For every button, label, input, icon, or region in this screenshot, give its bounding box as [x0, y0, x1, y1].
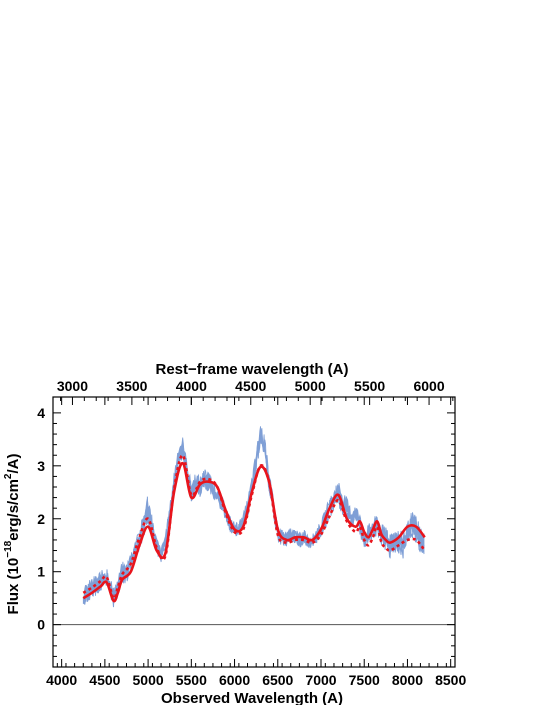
y-tick-label: 0	[37, 617, 45, 633]
x-tick-label: 6500	[262, 672, 293, 688]
y-tick-label: 4	[37, 405, 45, 421]
top-tick-label: 3000	[57, 378, 88, 394]
top-tick-label: 6000	[413, 378, 444, 394]
x-tick-label: 7000	[305, 672, 336, 688]
top-tick-label: 5000	[295, 378, 326, 394]
plot-frame	[52, 396, 456, 668]
top-tick-label: 3500	[116, 378, 147, 394]
top-tick-label: 4500	[235, 378, 266, 394]
y-axis-title: Flux (10−18erg/s/cm2/A)	[3, 454, 22, 615]
bottom-x-axis: 4000 4500 5000 5500 6000 6500 7000 7500 8000 8500	[46, 397, 466, 688]
x-tick-label: 8500	[435, 672, 466, 688]
top-tick-label: 4000	[176, 378, 207, 394]
x-tick-label: 8000	[392, 672, 423, 688]
top-x-axis: 3000 3500 4000 4500 5000 5500 6000	[57, 378, 454, 405]
x-tick-label: 5000	[133, 672, 164, 688]
top-axis-title: Rest−frame wavelength (A)	[156, 361, 349, 378]
y-tick-label: 2	[37, 511, 45, 527]
x-tick-label: 6000	[219, 672, 250, 688]
y-tick-label: 3	[37, 458, 45, 474]
top-tick-label: 5500	[354, 378, 385, 394]
x-tick-label: 4500	[89, 672, 120, 688]
x-axis-title: Observed Wavelength (A)	[161, 690, 343, 705]
x-tick-label: 4000	[46, 672, 77, 688]
observed-spectrum-line	[82, 433, 425, 608]
y-tick-label: 1	[37, 564, 45, 580]
observed-spectrum-band	[82, 426, 425, 605]
y-axis: 0 1 2 3 4	[37, 405, 455, 657]
x-tick-label: 5500	[176, 672, 207, 688]
x-tick-label: 7500	[349, 672, 380, 688]
series-layer	[82, 426, 426, 608]
